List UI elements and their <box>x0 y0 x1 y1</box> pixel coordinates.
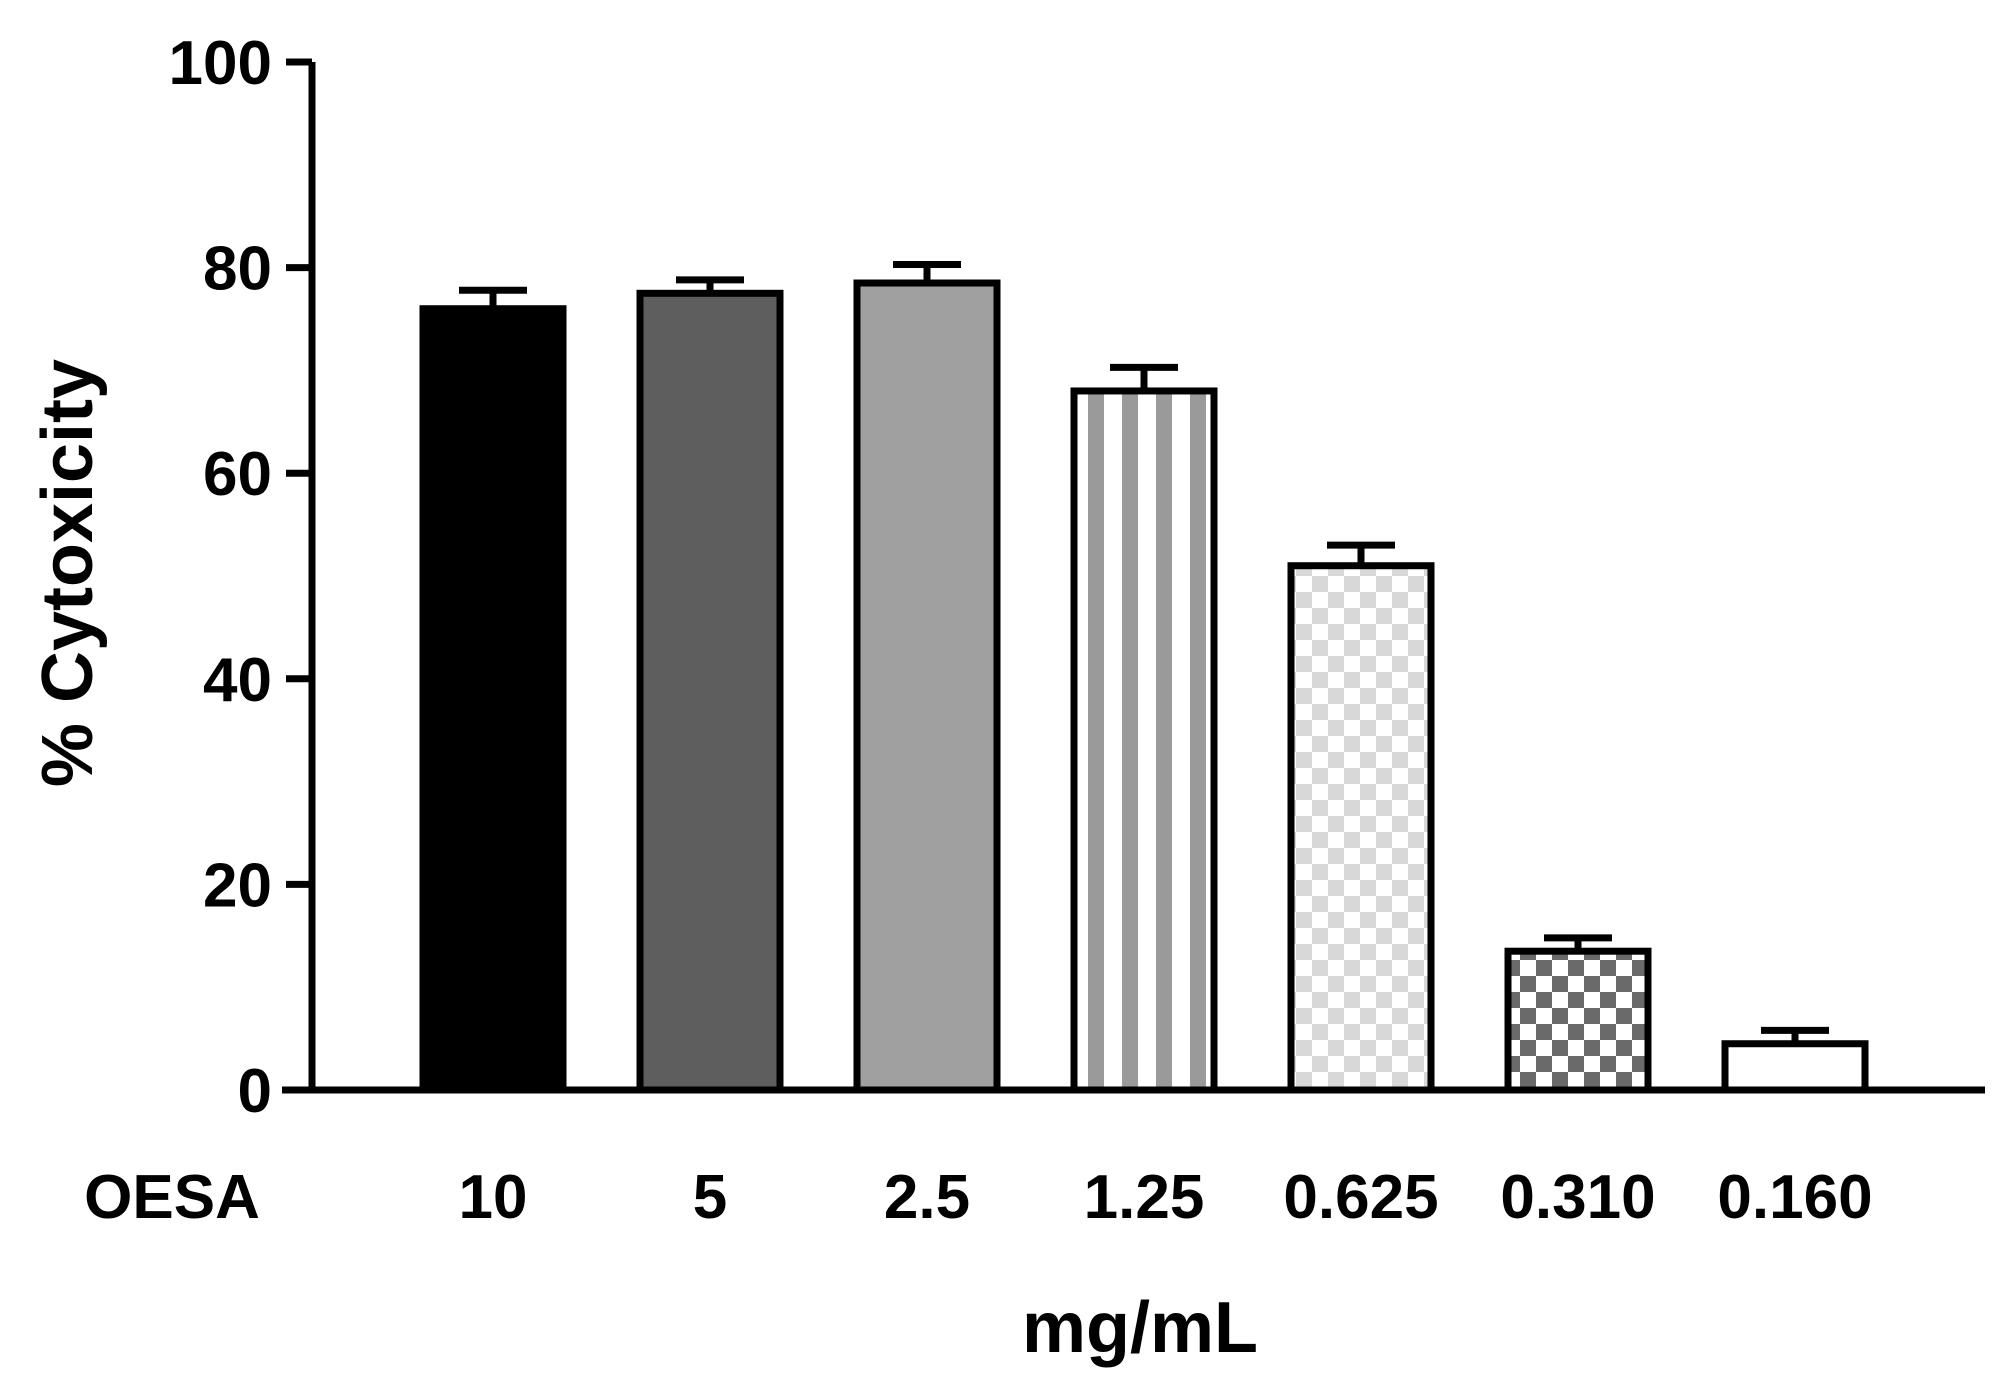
bar <box>636 289 784 1094</box>
x-tick-label: 0.160 <box>1717 1163 1872 1232</box>
y-axis-title: % Cytoxicity <box>28 359 108 787</box>
y-tick-label: 0 <box>238 1057 272 1126</box>
y-tick-label: 40 <box>203 646 272 715</box>
y-tick-label: 80 <box>203 235 272 304</box>
y-tick-label: 60 <box>203 440 272 509</box>
bar-group <box>1721 1026 1869 1094</box>
x-tick-label: 0.310 <box>1500 1163 1655 1232</box>
bar <box>419 305 567 1094</box>
x-axis-title: mg/mL <box>1022 1288 1258 1368</box>
bar <box>1070 387 1218 1094</box>
bar-group <box>1070 363 1218 1094</box>
x-tick-label: 10 <box>459 1163 528 1232</box>
bar <box>1504 947 1652 1094</box>
y-tick-label: 100 <box>169 29 272 98</box>
row-label-oesa: OESA <box>84 1163 260 1232</box>
bar-group <box>1504 934 1652 1094</box>
y-tick-label: 20 <box>203 851 272 920</box>
bar <box>1721 1040 1869 1094</box>
bar-group <box>1287 541 1435 1094</box>
y-axis: 0 20 40 60 80 100 <box>169 29 316 1126</box>
x-tick-label: 0.625 <box>1283 1163 1438 1232</box>
x-tick-label: 2.5 <box>884 1163 970 1232</box>
bar-group <box>636 276 784 1094</box>
bar-group <box>419 286 567 1094</box>
x-axis: 10 5 2.5 1.25 0.625 0.310 0.160 <box>282 1086 1985 1232</box>
bar <box>853 279 1001 1094</box>
bar <box>1287 562 1435 1094</box>
x-tick-label: 5 <box>693 1163 727 1232</box>
bar-group <box>853 261 1001 1094</box>
bars <box>419 261 1869 1094</box>
x-tick-label: 1.25 <box>1084 1163 1205 1232</box>
